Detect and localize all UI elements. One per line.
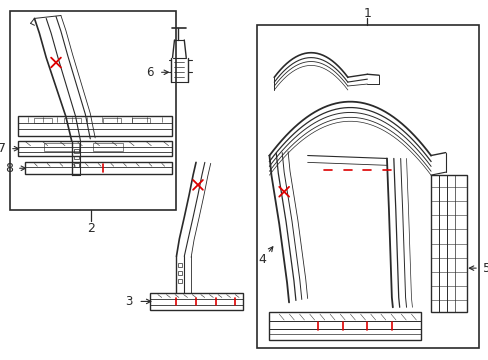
Text: 6: 6 [146,66,153,79]
Bar [430,175,467,312]
Text: 2: 2 [87,222,95,235]
Bar [18,116,171,136]
Bar [178,271,182,275]
Bar [132,118,150,123]
Bar [178,279,182,283]
Bar [103,118,121,123]
Bar [256,25,478,348]
Bar [24,162,171,174]
Bar [64,118,81,123]
Text: 1: 1 [363,7,370,20]
Bar [18,141,171,157]
Text: 8: 8 [5,162,13,175]
Bar [269,312,420,339]
Text: 7: 7 [0,142,6,155]
Text: 3: 3 [124,295,132,308]
Bar [74,156,79,159]
Bar [10,10,176,210]
Bar [74,163,79,167]
Bar [74,149,79,153]
Bar [93,143,122,150]
Bar [44,143,79,150]
Text: 5: 5 [482,262,488,275]
Bar [178,263,182,267]
Bar [150,293,243,310]
Bar [34,118,52,123]
Text: 4: 4 [258,253,266,266]
